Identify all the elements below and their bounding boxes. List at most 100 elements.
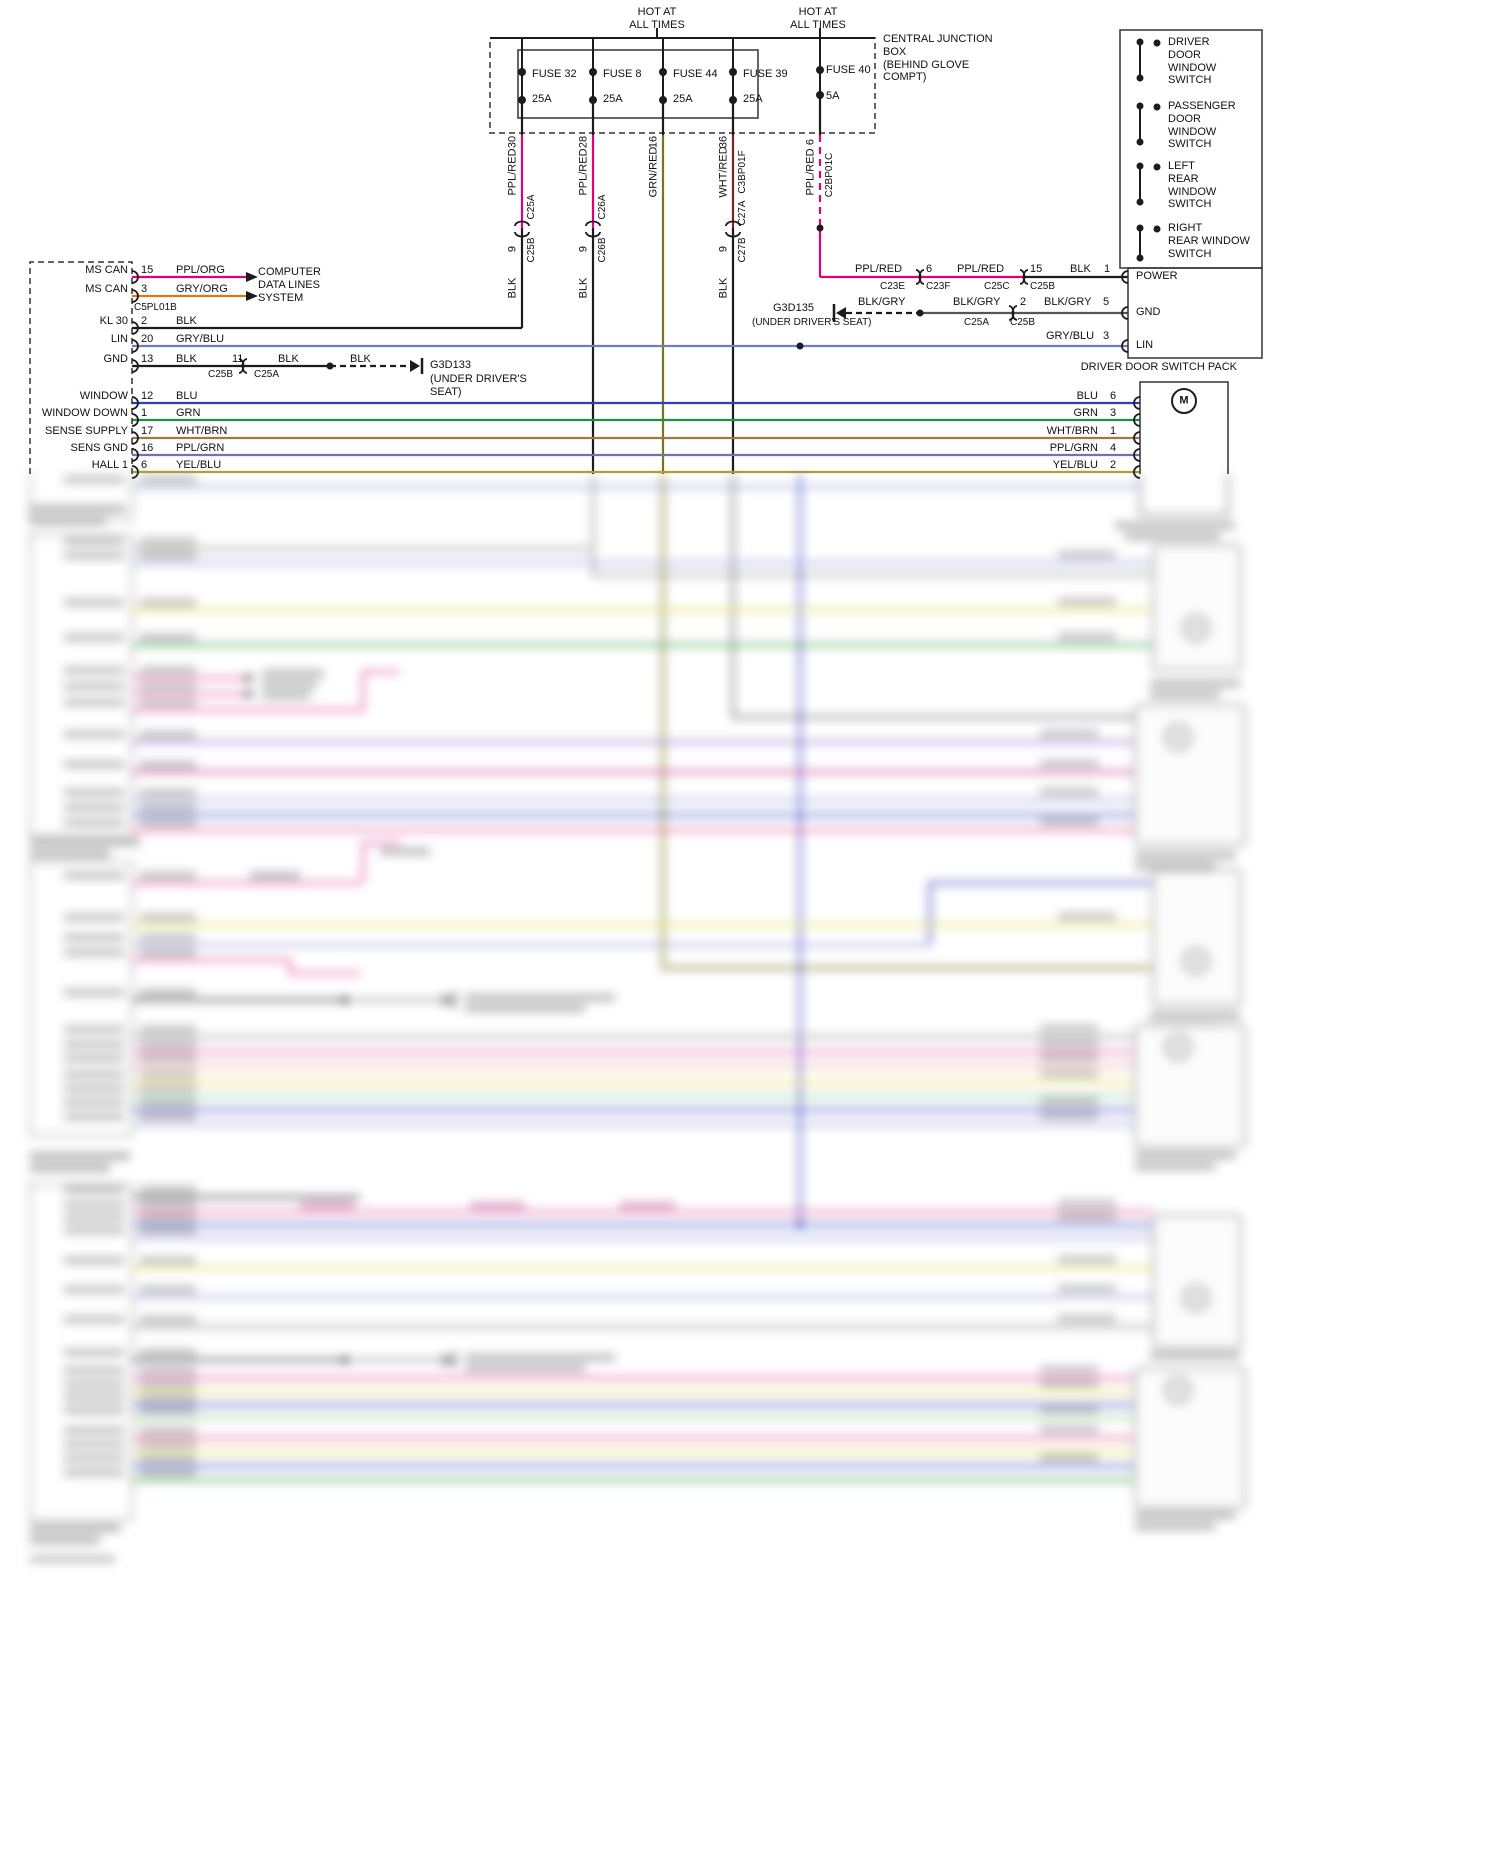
- blurred-text: [140, 819, 196, 826]
- blurred-text: [1040, 760, 1098, 767]
- blurred-text: [64, 989, 124, 996]
- junction-dot-icon: [326, 362, 334, 370]
- pin-label-gnd: GND: [103, 353, 128, 365]
- blurred-text: [1058, 598, 1116, 605]
- circuit-4-motor: 4: [1110, 442, 1117, 454]
- connector-c25a-right: C25A: [964, 317, 990, 328]
- blurred-text: [140, 1441, 196, 1448]
- pin-11: 11: [232, 353, 244, 365]
- pin-20: 20: [141, 333, 154, 345]
- wire-pplred-6: PPL/RED: [804, 148, 817, 196]
- blurred-text: [140, 1214, 196, 1221]
- ground-g3d135-row: [832, 304, 1128, 322]
- connector-c23f: C23F: [926, 281, 951, 292]
- data-line-arrow-icon: [246, 272, 258, 301]
- ground-g3d135-label: G3D135: [773, 302, 814, 314]
- blurred-diagram-layer: M M M M M M: [29, 474, 1246, 1562]
- blurred-text: [140, 1201, 196, 1208]
- blurred-text: [1058, 913, 1116, 920]
- ground-g3d133: [326, 358, 424, 374]
- central-junction-box-label: CENTRAL JUNCTION BOX (BEHIND GLOVE COMPT…: [883, 33, 993, 84]
- wire-grnred-16: GRN/RED: [647, 146, 660, 198]
- wire-blk-b: BLK: [577, 277, 590, 299]
- blurred-text: [140, 1085, 196, 1092]
- circuit-6-right: 6: [926, 263, 933, 275]
- wire-whtred-36: WHT/RED: [717, 146, 730, 198]
- wire-blk-gnd3: BLK: [350, 353, 371, 365]
- blurred-text: [1040, 730, 1098, 737]
- wire-blk-a: BLK: [506, 277, 519, 299]
- ground-g3d133-label: G3D133: [430, 359, 471, 371]
- wire-blk-c: BLK: [717, 277, 730, 299]
- blurred-text: [64, 1055, 124, 1062]
- wire-whtbrn: WHT/BRN: [176, 425, 228, 437]
- blurred-text: [140, 731, 196, 738]
- connector-c3bp01f: C3BP01F: [737, 150, 749, 194]
- pin-3: 3: [141, 283, 148, 295]
- blurred-text: [64, 914, 124, 921]
- computer-data-lines-label: COMPUTER DATA LINES SYSTEM: [258, 266, 321, 304]
- blurred-text: [64, 1026, 124, 1033]
- ground-icon: [341, 992, 456, 1368]
- connector-icon: [238, 220, 1029, 374]
- circuit-28: 28: [577, 135, 590, 149]
- circuit-36: 36: [717, 135, 730, 149]
- blurred-text: [64, 1316, 124, 1323]
- pin-16: 16: [141, 442, 154, 454]
- blurred-text: [140, 914, 196, 921]
- blurred-text: [64, 1349, 124, 1356]
- wire-gryblu-right: GRY/BLU: [1046, 330, 1095, 342]
- blurred-text: [1040, 1454, 1098, 1461]
- fuse-39-rating: 25A: [743, 93, 763, 105]
- fuse-8-label: FUSE 8: [603, 68, 642, 80]
- connector-c25c: C25C: [984, 281, 1010, 292]
- pin-2: 2: [141, 315, 148, 327]
- blurred-text: [140, 538, 196, 545]
- blurred-text: [140, 761, 196, 768]
- blurred-text: [64, 789, 124, 796]
- connector-c25b-right-2: C25B: [1010, 317, 1036, 328]
- blurred-text: [1040, 1070, 1098, 1077]
- blurred-text: [1058, 1285, 1116, 1292]
- pin-label-window-down: WINDOW DOWN: [41, 407, 128, 419]
- blurred-text: [140, 1427, 196, 1434]
- pin-15: 15: [141, 264, 154, 276]
- connector-c23e: C23E: [880, 281, 906, 292]
- connector-icon: [1121, 270, 1129, 353]
- pink-data-lines: [288, 670, 400, 975]
- blurred-text: [140, 1407, 196, 1414]
- pin-label-sense-supply: SENSE SUPPLY: [45, 425, 128, 437]
- blurred-text: [64, 1381, 124, 1388]
- circuit-6-motor: 6: [1110, 390, 1117, 402]
- wire-blk-gnd1: BLK: [176, 353, 197, 365]
- pin-label-hall: HALL 1: [91, 459, 128, 471]
- motor-m-label: M: [1179, 394, 1189, 407]
- connector-c25b-right: C25B: [1030, 281, 1056, 292]
- wire-blu: BLU: [176, 390, 198, 402]
- wire-yelblu: YEL/BLU: [176, 459, 222, 471]
- blurred-text: [1040, 788, 1098, 795]
- wire-pplgrn-right: PPL/GRN: [1049, 442, 1098, 454]
- connector-c5pl01b: C5PL01B: [134, 302, 177, 313]
- connector-icon: [1133, 396, 1141, 479]
- blurred-text: [64, 476, 124, 483]
- pin-label-gnd-right: GND: [1136, 306, 1161, 318]
- module-box: [29, 474, 133, 1521]
- driver-door-switch-pack-label: DRIVER DOOR SWITCH PACK: [1080, 361, 1237, 373]
- connector-c27b: C27B: [737, 237, 749, 263]
- blurred-text: [64, 699, 124, 706]
- window-switch-icon: [1136, 38, 1161, 262]
- connector-c25a-gnd: C25A: [254, 369, 280, 380]
- blurred-text: [140, 667, 196, 674]
- blurred-text: [140, 789, 196, 796]
- pin-12: 12: [141, 390, 154, 402]
- motor-icon: [1171, 388, 1197, 414]
- fuse-44-label: FUSE 44: [673, 68, 718, 80]
- fuse-44-rating: 25A: [673, 93, 693, 105]
- left-module-connector-arcs: [131, 270, 139, 479]
- blurred-component-box: [1134, 704, 1246, 846]
- wire-grn: GRN: [176, 407, 201, 419]
- blurred-text: [64, 1227, 124, 1234]
- wire-pplred-28: PPL/RED: [577, 148, 590, 196]
- fuse-39-label: FUSE 39: [743, 68, 788, 80]
